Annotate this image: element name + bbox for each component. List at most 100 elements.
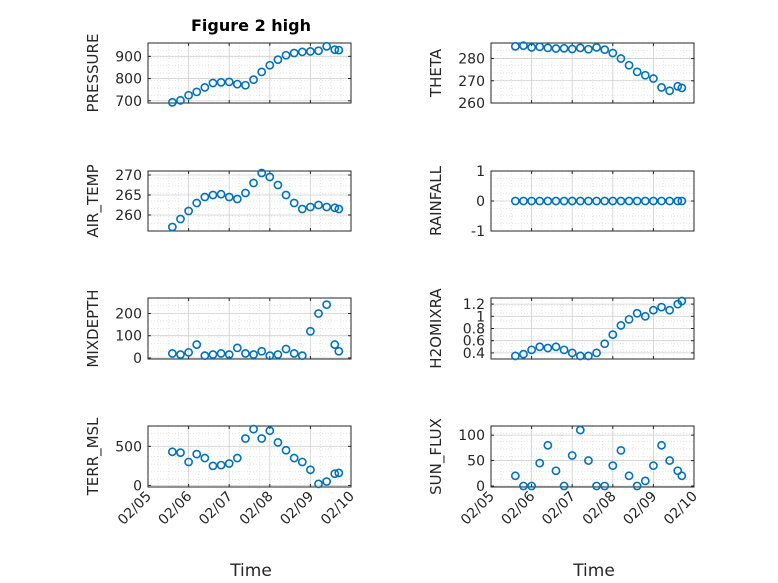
data-point	[600, 339, 610, 349]
data-point	[208, 78, 218, 88]
data-point	[616, 54, 626, 63]
data-point	[273, 350, 283, 359]
data-point	[257, 168, 267, 178]
data-point	[257, 346, 267, 356]
data-point	[330, 203, 340, 213]
data-point	[673, 81, 683, 91]
data-point	[208, 461, 218, 471]
data-point	[224, 192, 234, 202]
data-point	[649, 305, 658, 315]
data-point	[297, 457, 307, 467]
subplot-mixdepth: 0 100 200 MIXDEPTH	[84, 289, 352, 368]
y-tick-label: 0	[133, 478, 142, 494]
data-point	[232, 343, 242, 353]
y-tick-label: -1	[471, 224, 485, 240]
data-point	[584, 456, 593, 465]
data-point	[224, 459, 234, 468]
data-point	[200, 192, 210, 202]
subplot-air_temp: 260 265 270 AIR_TEMP	[84, 164, 352, 238]
data-point	[184, 347, 193, 357]
data-point	[305, 326, 315, 336]
data-point	[273, 438, 283, 447]
data-point	[632, 67, 642, 77]
data-point	[200, 453, 210, 463]
data-point	[510, 351, 520, 361]
data-point	[167, 349, 177, 358]
axes-frame	[490, 42, 695, 104]
data-point	[265, 60, 275, 70]
data-point	[192, 87, 202, 97]
data-point	[281, 50, 291, 60]
data-point	[519, 196, 528, 206]
subplot-theta: 260 270 280 THETA	[427, 41, 695, 112]
x-tick-label: 02/07	[196, 489, 236, 529]
data-point	[567, 451, 577, 460]
data-point	[677, 196, 687, 206]
data-point	[559, 43, 569, 53]
data-point	[640, 70, 650, 80]
subplot-h2omixra: 0.40.60.811.2 H2OMIXRA	[427, 288, 695, 369]
data-point	[241, 349, 250, 358]
data-point	[334, 45, 344, 55]
data-point	[575, 425, 585, 435]
data-point	[559, 196, 569, 206]
data-point	[192, 340, 202, 349]
data-point	[543, 196, 553, 206]
axes-frame	[147, 170, 352, 232]
figure-title: Figure 2 high	[191, 16, 311, 35]
axes-frame	[147, 42, 352, 104]
data-point	[305, 465, 315, 475]
y-axis-label: THETA	[427, 48, 445, 98]
data-point	[649, 461, 658, 471]
data-point	[241, 80, 250, 90]
data-point	[665, 456, 675, 465]
data-point	[616, 196, 626, 206]
data-point	[616, 321, 626, 330]
y-axis-label: AIR_TEMP	[84, 164, 103, 237]
y-tick-label: 0.4	[463, 346, 485, 362]
y-tick-label: 270	[458, 74, 485, 90]
data-point	[519, 481, 528, 491]
data-point	[665, 196, 675, 206]
data-point	[567, 44, 577, 54]
y-tick-label: 500	[115, 439, 142, 455]
data-point	[314, 46, 323, 56]
y-tick-label: 260	[115, 208, 142, 224]
data-point	[273, 55, 283, 65]
data-point	[265, 172, 275, 182]
data-point	[592, 481, 601, 491]
data-point	[632, 481, 642, 491]
data-point	[224, 77, 234, 87]
subplot-grid: 700 800 900 PRESSURE 260 270 280 THETA 260 265 270…	[84, 34, 701, 529]
data-point	[600, 45, 610, 55]
data-point	[592, 43, 601, 52]
data-point	[232, 453, 242, 463]
x-axis-label-left: Time	[229, 561, 272, 581]
data-point	[200, 83, 210, 92]
y-axis-label: SUN_FLUX	[427, 418, 446, 495]
data-point	[314, 479, 323, 489]
data-point	[584, 44, 593, 54]
data-point	[624, 60, 634, 70]
data-point	[600, 481, 610, 491]
data-point	[535, 196, 545, 206]
data-point	[567, 196, 577, 206]
data-point	[249, 178, 258, 188]
data-point	[249, 350, 258, 359]
data-point	[543, 43, 553, 53]
x-tick-label: 02/09	[277, 489, 317, 529]
data-point	[575, 351, 585, 361]
data-point	[184, 90, 193, 100]
x-tick-label: 02/08	[237, 489, 277, 529]
y-tick-label: 700	[115, 94, 142, 110]
data-point	[232, 194, 242, 204]
data-point	[281, 445, 291, 455]
data-point	[176, 95, 185, 105]
data-point	[677, 83, 687, 93]
data-point	[216, 349, 226, 358]
data-point	[519, 349, 528, 359]
data-point	[265, 426, 275, 436]
axes-frame	[147, 425, 352, 488]
data-point	[184, 206, 193, 216]
data-point	[297, 47, 307, 57]
